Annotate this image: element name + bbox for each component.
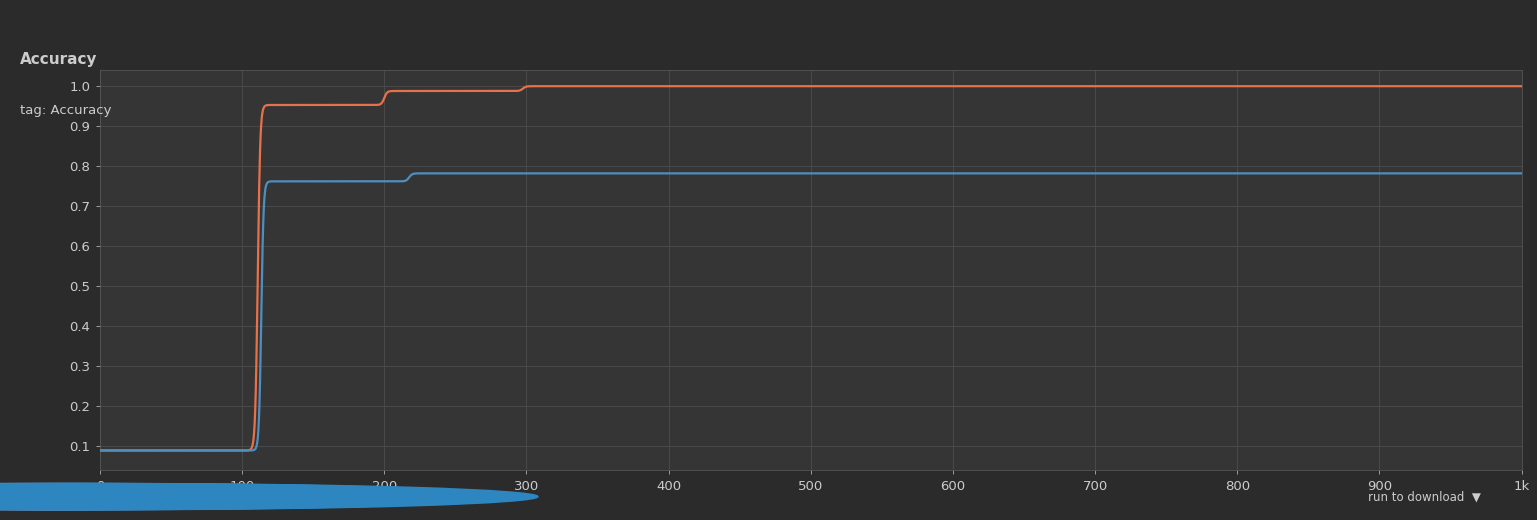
Circle shape bbox=[0, 484, 538, 510]
Text: run to download  ▼: run to download ▼ bbox=[1368, 490, 1480, 503]
Circle shape bbox=[0, 484, 492, 510]
Circle shape bbox=[0, 484, 515, 510]
Circle shape bbox=[0, 484, 464, 510]
Text: tag: Accuracy: tag: Accuracy bbox=[20, 104, 112, 117]
Text: Accuracy: Accuracy bbox=[20, 52, 97, 67]
